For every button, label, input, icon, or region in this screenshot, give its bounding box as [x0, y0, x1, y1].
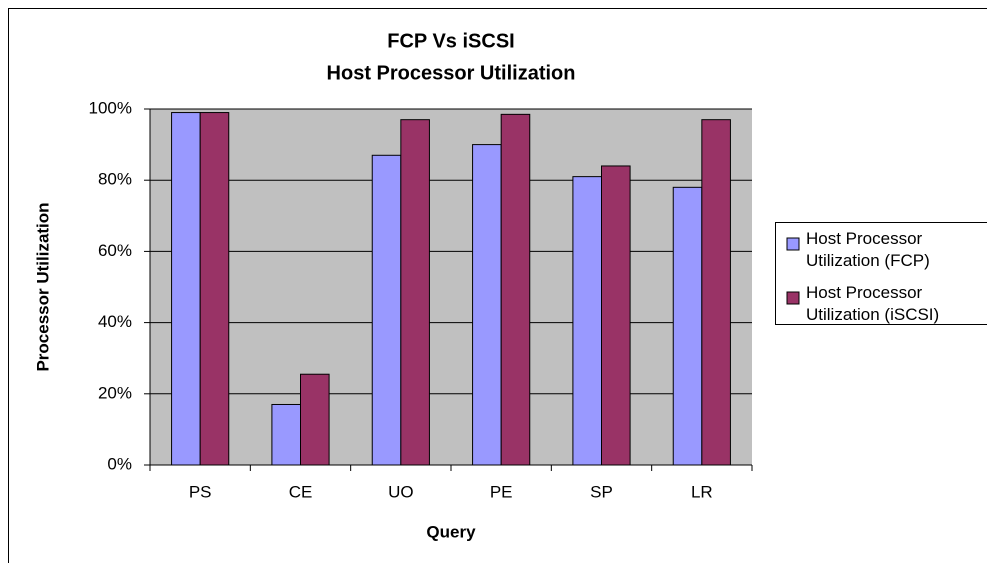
y-axis-title: Processor Utilization — [33, 202, 52, 371]
x-tick-label: CE — [289, 482, 313, 501]
legend-label: Host Processor Utilization (iSCSI) — [806, 283, 940, 324]
legend-label: Host Processor Utilization (FCP) — [806, 229, 930, 270]
bar — [472, 144, 502, 466]
legend-box — [775, 222, 987, 325]
y-tick-label: 40% — [98, 312, 132, 331]
bar — [199, 112, 230, 466]
legend-swatch — [786, 237, 800, 251]
chart-subtitle: Host Processor Utilization — [327, 62, 576, 84]
bar — [601, 165, 631, 466]
bar — [672, 186, 703, 466]
bar — [300, 373, 330, 466]
y-tick-label: 20% — [98, 383, 132, 402]
bar — [572, 176, 603, 466]
chart-title: FCP Vs iSCSI — [387, 30, 514, 52]
bar — [701, 119, 731, 466]
legend-swatch — [786, 291, 800, 305]
y-tick-label: 0% — [107, 454, 132, 473]
bar — [171, 112, 201, 466]
x-tick-label: PS — [189, 482, 212, 501]
x-tick-label: UO — [388, 482, 414, 501]
legend-entry: Host Processor Utilization (iSCSI) — [806, 283, 940, 324]
y-tick-label: 60% — [98, 241, 132, 260]
bar — [271, 403, 301, 466]
y-tick-label: 80% — [98, 170, 132, 189]
x-tick-label: LR — [691, 482, 713, 501]
bar — [500, 113, 531, 466]
plot-area — [150, 109, 752, 465]
x-tick-label: SP — [590, 482, 613, 501]
legend-entry: Host Processor Utilization (FCP) — [806, 229, 930, 270]
bar — [400, 119, 430, 466]
y-tick-label: 100% — [89, 98, 132, 117]
x-tick-label: PE — [490, 482, 513, 501]
bar — [371, 154, 402, 466]
x-axis-title: Query — [426, 522, 476, 541]
